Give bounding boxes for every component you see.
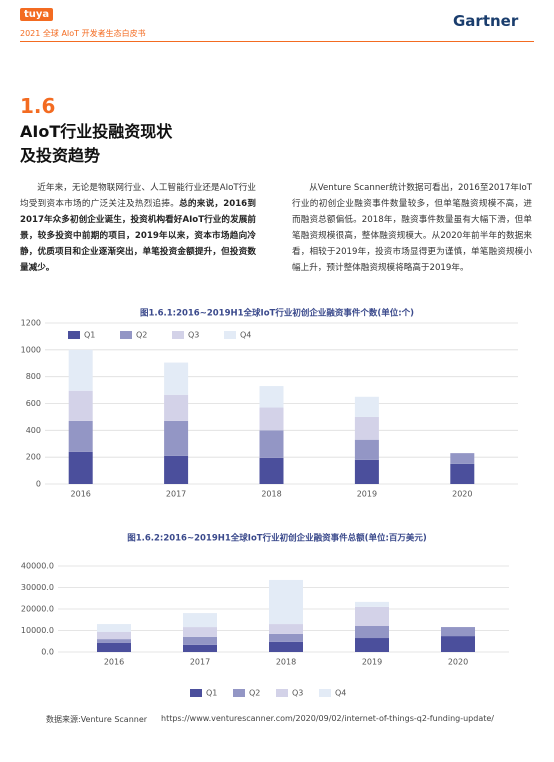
bar-segment — [164, 394, 189, 421]
logo: tuya — [20, 8, 54, 21]
text: 近年来，无论是物联网行业、人工智能行业还是AIoT行业均受到资本市场的广泛关注及… — [20, 183, 256, 209]
bar-segment — [97, 632, 131, 640]
legend-label: Q3 — [188, 331, 199, 340]
header-rule — [20, 41, 534, 42]
y-tick-label: 400 — [26, 426, 41, 435]
y-tick-label: 800 — [26, 372, 41, 381]
x-tick-label: 2018 — [276, 658, 296, 667]
y-tick-label: 20000.0 — [21, 605, 54, 614]
bar-segment — [164, 420, 189, 456]
brand: Gartner — [453, 12, 519, 30]
bar-segment — [269, 633, 303, 642]
legend-label: Q1 — [84, 331, 95, 340]
bar-segment — [354, 416, 379, 440]
x-tick-label: 2018 — [261, 490, 281, 499]
y-tick-label: 200 — [26, 453, 41, 462]
bar-segment — [183, 613, 217, 628]
bar-segment — [354, 396, 379, 417]
bar-segment — [259, 407, 284, 431]
x-tick-label: 2016 — [104, 658, 124, 667]
legend-label: Q4 — [335, 689, 346, 698]
bar-segment — [68, 349, 93, 391]
y-tick-label: 0 — [36, 480, 41, 489]
bar-segment — [269, 579, 303, 625]
chart-title: 图1.6.2:2016~2019H1全球IoT行业初创企业融资事件总额(单位:百… — [127, 533, 427, 544]
bar-segment — [259, 386, 284, 408]
bar-segment — [183, 644, 217, 652]
bar-segment — [164, 362, 189, 395]
section-title: AIoT行业投融资现状 及投资趋势 — [20, 120, 172, 168]
chart-title: 图1.6.1:2016~2019H1全球IoT行业初创企业融资事件个数(单位:个… — [140, 308, 414, 319]
bar-segment — [355, 601, 389, 607]
legend-swatch — [233, 689, 245, 697]
x-tick-label: 2016 — [71, 490, 91, 499]
bar-segment — [355, 625, 389, 639]
y-tick-label: 0.0 — [41, 648, 54, 657]
legend-swatch — [224, 331, 236, 339]
x-tick-label: 2019 — [362, 658, 382, 667]
bar-segment — [97, 639, 131, 643]
x-tick-label: 2020 — [452, 490, 472, 499]
y-tick-label: 40000.0 — [21, 562, 54, 571]
right-paragraph: 从Venture Scanner统计数据可看出，2016至2017年IoT行业的… — [292, 183, 532, 273]
source-url: https://www.venturescanner.com/2020/09/0… — [161, 714, 494, 723]
bar-segment — [354, 439, 379, 460]
bar-segment — [441, 627, 475, 637]
legend-swatch — [68, 331, 80, 339]
legend-swatch — [319, 689, 331, 697]
bar-segment — [97, 642, 131, 652]
bar-segment — [68, 451, 93, 484]
bar-segment — [355, 606, 389, 626]
legend-label: Q3 — [292, 689, 303, 698]
y-tick-label: 1200 — [21, 319, 41, 328]
left-paragraph: 近年来，无论是物联网行业、人工智能行业还是AIoT行业均受到资本市场的广泛关注及… — [20, 180, 256, 276]
bar-segment — [355, 638, 389, 652]
bar-segment — [354, 459, 379, 484]
bar-segment — [450, 453, 475, 464]
legend-label: Q4 — [240, 331, 251, 340]
legend-swatch — [120, 331, 132, 339]
bar-segment — [68, 390, 93, 421]
legend-swatch — [190, 689, 202, 697]
legend-label: Q2 — [249, 689, 260, 698]
report-title: 2021 全球 AIoT 开发者生态白皮书 — [20, 29, 146, 38]
legend-label: Q1 — [206, 689, 217, 698]
title-line: AIoT行业投融资现状 — [20, 122, 173, 141]
section-number: 1.6 — [20, 94, 56, 118]
legend-label: Q2 — [136, 331, 147, 340]
title-line: 及投资趋势 — [20, 146, 101, 165]
x-tick-label: 2020 — [448, 658, 468, 667]
bar-segment — [259, 457, 284, 484]
x-tick-label: 2019 — [357, 490, 377, 499]
legend-swatch — [172, 331, 184, 339]
y-tick-label: 10000.0 — [21, 626, 54, 635]
bar-segment — [183, 627, 217, 637]
x-tick-label: 2017 — [190, 658, 210, 667]
bar-segment — [183, 636, 217, 645]
y-tick-label: 30000.0 — [21, 583, 54, 592]
bar-segment — [164, 455, 189, 484]
legend-swatch — [276, 689, 288, 697]
bar-segment — [68, 420, 93, 452]
bar-segment — [259, 430, 284, 458]
source-label: 数据来源:Venture Scanner — [46, 715, 148, 724]
bar-segment — [269, 641, 303, 652]
bold-text: 总的来说，2016到2017年众多初创企业诞生，投资机构看好AIoT行业的发展前… — [20, 199, 256, 273]
bar-segment — [450, 463, 475, 484]
y-tick-label: 1000 — [21, 345, 41, 354]
y-tick-label: 600 — [26, 399, 41, 408]
bar-segment — [269, 624, 303, 634]
x-tick-label: 2017 — [166, 490, 186, 499]
bar-segment — [441, 636, 475, 652]
bar-segment — [97, 624, 131, 633]
